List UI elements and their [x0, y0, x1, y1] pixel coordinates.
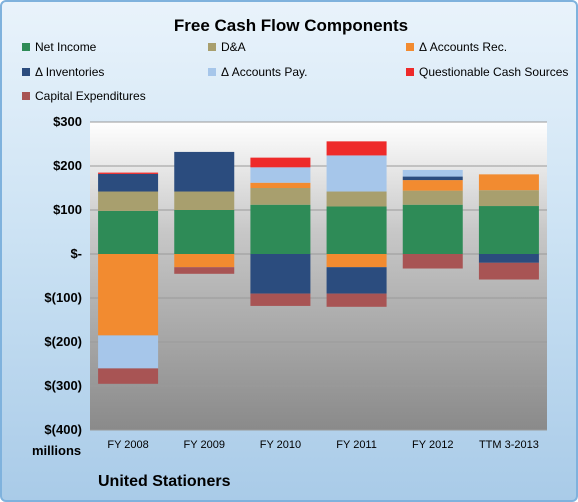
legend-item: Δ Inventories: [22, 65, 104, 79]
legend-swatch: [22, 91, 30, 100]
legend-label: Δ Accounts Rec.: [419, 40, 508, 54]
legend-label: Δ Accounts Pay.: [221, 65, 308, 79]
bar-segment: [98, 191, 159, 211]
bar-segment: [402, 254, 463, 269]
bar-segment: [250, 254, 311, 294]
legend-swatch: [22, 67, 30, 76]
bar-segment: [174, 151, 235, 192]
legend-swatch: [208, 42, 216, 51]
bar-segment: [402, 169, 463, 177]
bar-segment: [402, 176, 463, 181]
y-tick-label: $-: [70, 246, 82, 261]
bar-segment: [478, 262, 539, 280]
x-tick-label: FY 2010: [260, 439, 301, 451]
y-tick-label: $100: [53, 202, 82, 217]
bar-segment: [250, 293, 311, 306]
bar-segment: [326, 267, 387, 294]
bar-segment: [250, 167, 311, 183]
legend-label: Capital Expenditures: [35, 89, 146, 103]
legend-item: Questionable Cash Sources: [406, 65, 568, 79]
x-tick-label: FY 2009: [184, 439, 225, 451]
bar-segment: [98, 335, 159, 369]
bar-segment: [174, 254, 235, 268]
bar-segment: [174, 267, 235, 274]
bar-segment: [98, 368, 159, 384]
bar-segment: [326, 141, 387, 156]
y-tick-label: $300: [53, 114, 82, 129]
x-tick-label: FY 2011: [336, 439, 377, 451]
legend-item: D&A: [208, 40, 246, 54]
bar-segment: [402, 204, 463, 254]
bar-segment: [98, 254, 159, 336]
bar-segment: [174, 191, 235, 210]
bar-segment: [250, 204, 311, 254]
legend-swatch: [406, 67, 414, 76]
bar-segment: [250, 188, 311, 205]
legend-swatch: [406, 42, 414, 51]
chart-title: Free Cash Flow Components: [173, 16, 409, 35]
bar-segment: [326, 254, 387, 268]
bar-segment: [326, 293, 387, 307]
bar-segment: [174, 210, 235, 254]
legend-swatch: [208, 67, 216, 76]
bar-segment: [98, 210, 159, 254]
bar-segment: [98, 172, 159, 174]
legend-label: Net Income: [35, 40, 97, 54]
bar-segment: [326, 191, 387, 207]
company-label: United Stationers: [98, 473, 231, 490]
x-tick-label: FY 2012: [412, 439, 453, 451]
y-tick-label: $(200): [44, 334, 82, 349]
unit-label: millions: [32, 443, 82, 458]
legend-label: Δ Inventories: [35, 65, 105, 79]
legend-item: Δ Accounts Pay.: [208, 65, 308, 79]
bar-segment: [326, 206, 387, 254]
x-tick-label: TTM 3-2013: [479, 439, 539, 451]
x-tick-label: FY 2008: [107, 439, 148, 451]
bar-segment: [402, 180, 463, 191]
bar-segment: [478, 206, 539, 254]
bar-segment: [478, 190, 539, 207]
legend-label: D&A: [221, 40, 246, 54]
legend-label: Questionable Cash Sources: [419, 65, 569, 79]
legend-item: Capital Expenditures: [22, 89, 146, 103]
plot-background: [90, 122, 547, 430]
y-tick-label: $200: [53, 158, 82, 173]
legend-item: Δ Accounts Rec.: [406, 40, 507, 54]
bar-segment: [98, 173, 159, 192]
y-tick-label: $(400): [44, 422, 82, 437]
y-tick-label: $(100): [44, 290, 82, 305]
bar-segment: [478, 174, 539, 191]
bar-segment: [250, 157, 311, 168]
legend-item: Net Income: [22, 40, 96, 54]
bar-segment: [402, 190, 463, 205]
bar-segment: [326, 155, 387, 192]
bar-segment: [478, 254, 539, 263]
y-tick-label: $(300): [44, 378, 82, 393]
legend-swatch: [22, 42, 30, 51]
bar-segment: [250, 182, 311, 188]
